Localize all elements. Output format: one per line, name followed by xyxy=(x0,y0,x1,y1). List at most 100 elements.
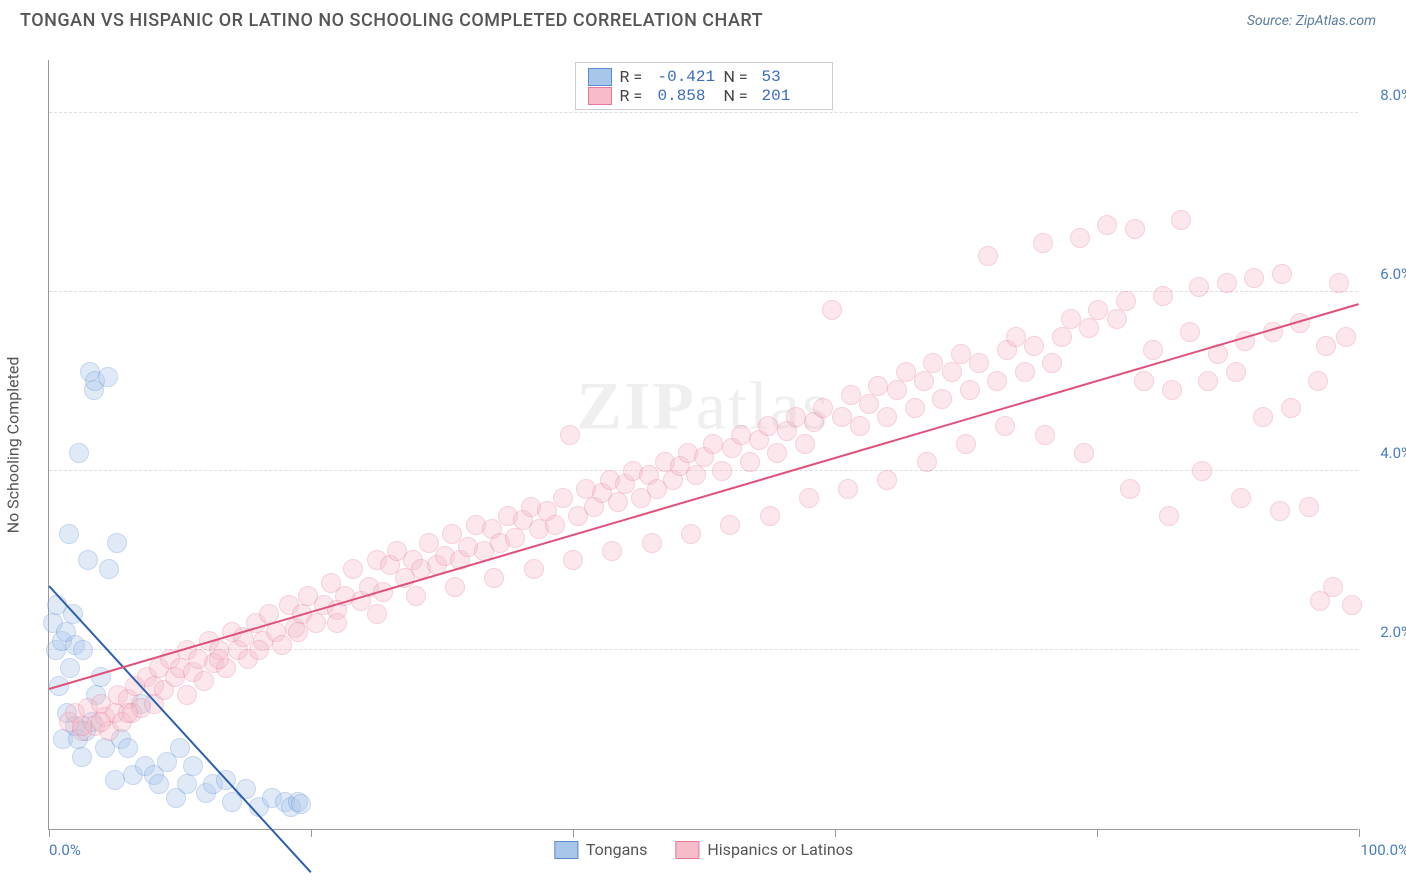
scatter-point xyxy=(1272,264,1292,284)
scatter-point xyxy=(923,353,943,373)
scatter-point xyxy=(1035,425,1055,445)
source-attribution: Source: ZipAtlas.com xyxy=(1247,13,1376,29)
scatter-point xyxy=(859,394,879,414)
n-label: N = xyxy=(724,67,754,86)
y-tick-label: 4.0% xyxy=(1380,444,1406,462)
scatter-point xyxy=(563,550,583,570)
scatter-point xyxy=(105,770,125,790)
series-label: Hispanics or Latinos xyxy=(707,840,853,859)
scatter-point xyxy=(1070,228,1090,248)
scatter-point xyxy=(367,604,387,624)
scatter-point xyxy=(767,443,787,463)
series-legend: Tongans Hispanics or Latinos xyxy=(554,840,853,859)
scatter-point xyxy=(1217,273,1237,293)
scatter-point xyxy=(177,774,197,794)
scatter-point xyxy=(78,550,98,570)
scatter-point xyxy=(149,774,169,794)
scatter-point xyxy=(1189,277,1209,297)
scatter-point xyxy=(91,712,111,732)
scatter-point xyxy=(914,371,934,391)
scatter-point xyxy=(760,506,780,526)
scatter-point xyxy=(177,685,197,705)
scatter-point xyxy=(1125,219,1145,239)
scatter-point xyxy=(107,533,127,553)
y-axis-label: No Schooling Completed xyxy=(4,356,23,533)
scatter-point xyxy=(905,398,925,418)
scatter-point xyxy=(72,747,92,767)
scatter-point xyxy=(712,461,732,481)
scatter-point xyxy=(838,479,858,499)
scatter-point xyxy=(560,425,580,445)
scatter-point xyxy=(1231,488,1251,508)
scatter-point xyxy=(1162,380,1182,400)
scatter-point xyxy=(1153,286,1173,306)
x-tick xyxy=(835,829,836,837)
y-tick-label: 8.0% xyxy=(1380,86,1406,104)
scatter-point xyxy=(642,533,662,553)
x-tick xyxy=(1097,829,1098,837)
scatter-point xyxy=(917,452,937,472)
scatter-point xyxy=(1270,501,1290,521)
scatter-point xyxy=(1180,322,1200,342)
scatter-point xyxy=(932,389,952,409)
scatter-point xyxy=(327,613,347,633)
scatter-point xyxy=(1024,336,1044,356)
series-legend-item: Hispanics or Latinos xyxy=(675,840,853,859)
scatter-point xyxy=(118,738,138,758)
scatter-point xyxy=(1134,371,1154,391)
scatter-point xyxy=(1310,591,1330,611)
scatter-point xyxy=(1033,233,1053,253)
scatter-point xyxy=(758,416,778,436)
x-tick xyxy=(573,829,574,837)
scatter-point xyxy=(69,443,89,463)
scatter-point xyxy=(1107,309,1127,329)
scatter-point xyxy=(1253,407,1273,427)
scatter-point xyxy=(1281,398,1301,418)
scatter-point xyxy=(969,353,989,373)
scatter-point xyxy=(1308,371,1328,391)
scatter-point xyxy=(740,452,760,472)
x-tick xyxy=(1359,829,1360,837)
n-value: 201 xyxy=(762,87,820,105)
scatter-point xyxy=(194,671,214,691)
scatter-point xyxy=(822,300,842,320)
legend-swatch xyxy=(588,87,612,105)
scatter-point xyxy=(703,434,723,454)
scatter-point xyxy=(98,367,118,387)
series-legend-item: Tongans xyxy=(554,840,648,859)
scatter-point xyxy=(987,371,1007,391)
scatter-point xyxy=(170,738,190,758)
series-label: Tongans xyxy=(586,840,648,859)
scatter-point xyxy=(1336,327,1356,347)
scatter-point xyxy=(1316,336,1336,356)
r-value: 0.858 xyxy=(658,87,716,105)
scatter-point xyxy=(505,528,525,548)
scatter-point xyxy=(896,362,916,382)
n-label: N = xyxy=(724,86,754,105)
scatter-point xyxy=(272,635,292,655)
scatter-point xyxy=(1097,215,1117,235)
scatter-point xyxy=(1042,353,1062,373)
r-label: R = xyxy=(620,86,650,105)
scatter-point xyxy=(118,703,138,723)
chart-title: TONGAN VS HISPANIC OR LATINO NO SCHOOLIN… xyxy=(20,10,763,31)
chart-header: TONGAN VS HISPANIC OR LATINO NO SCHOOLIN… xyxy=(0,0,1406,37)
scatter-point xyxy=(1342,595,1362,615)
scatter-point xyxy=(1015,362,1035,382)
scatter-point xyxy=(545,515,565,535)
scatter-point xyxy=(1006,327,1026,347)
scatter-point xyxy=(1244,268,1264,288)
scatter-point xyxy=(1116,291,1136,311)
scatter-point xyxy=(524,559,544,579)
scatter-point xyxy=(681,524,701,544)
scatter-point xyxy=(942,362,962,382)
scatter-point xyxy=(877,407,897,427)
scatter-point xyxy=(877,470,897,490)
scatter-point xyxy=(73,640,93,660)
scatter-point xyxy=(832,407,852,427)
scatter-point xyxy=(786,407,806,427)
scatter-point xyxy=(731,425,751,445)
scatter-point xyxy=(887,380,907,400)
scatter-chart: No Schooling Completed ZIPatlas 2.0%4.0%… xyxy=(48,60,1358,830)
scatter-point xyxy=(1299,497,1319,517)
